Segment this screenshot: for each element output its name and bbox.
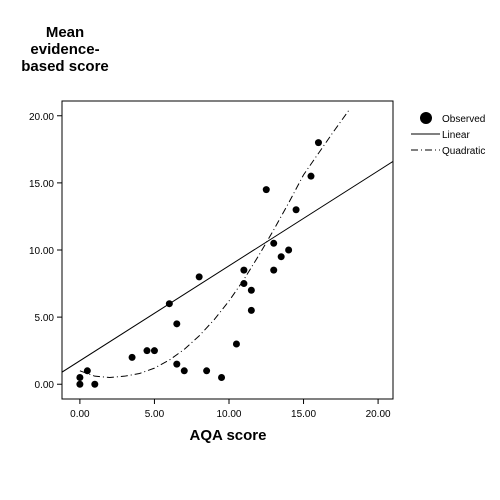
observed-point — [292, 206, 300, 214]
y-axis-label-line-2: evidence- — [30, 41, 99, 58]
y-tick-label: 10.00 — [29, 246, 54, 257]
observed-point — [314, 139, 322, 147]
observed-point — [262, 186, 270, 194]
observed-point — [180, 367, 188, 375]
x-tick-label: 10.00 — [216, 409, 241, 420]
x-tick-label: 15.00 — [291, 409, 316, 420]
observed-point — [173, 320, 181, 328]
observed-point — [150, 347, 158, 355]
observed-point — [240, 280, 248, 288]
observed-point — [247, 306, 255, 314]
quadratic-fit-line — [79, 108, 351, 379]
legend: Observed Linear Quadratic — [411, 112, 485, 157]
y-axis-label-line-1: Mean — [46, 24, 84, 41]
observed-point — [195, 273, 203, 281]
observed-point — [270, 239, 278, 247]
legend-observed-label: Observed — [442, 114, 485, 125]
x-tick-label: 5.00 — [145, 409, 165, 420]
observed-point — [76, 380, 84, 388]
legend-observed-marker — [420, 112, 432, 124]
observed-point — [247, 286, 255, 294]
legend-linear-label: Linear — [442, 130, 470, 141]
observed-point — [232, 340, 240, 348]
observed-point — [307, 172, 315, 180]
observed-point — [218, 374, 226, 382]
y-axis-label-line-3: based score — [21, 58, 109, 75]
axis-ticks: 0.00 5.00 10.00 15.00 20.00 0.00 5.00 10.00 15.0… — [29, 112, 391, 420]
observed-point — [173, 360, 181, 368]
y-tick-label: 15.00 — [29, 179, 54, 190]
observed-point — [83, 367, 91, 375]
observed-point — [203, 367, 211, 375]
observed-point — [165, 300, 173, 308]
observed-point — [76, 374, 84, 382]
fit-lines — [62, 108, 393, 379]
observed-point — [270, 266, 278, 274]
x-tick-label: 0.00 — [70, 409, 90, 420]
observed-point — [277, 253, 285, 261]
x-axis-label: AQA score — [190, 427, 267, 444]
y-tick-label: 20.00 — [29, 112, 54, 123]
y-tick-label: 5.00 — [35, 313, 55, 324]
observed-point — [285, 246, 293, 254]
observed-point — [143, 347, 151, 355]
legend-quadratic-label: Quadratic — [442, 146, 485, 157]
x-tick-label: 20.00 — [366, 409, 391, 420]
observed-point — [91, 380, 99, 388]
y-tick-label: 0.00 — [35, 380, 55, 391]
observed-point — [128, 353, 136, 361]
linear-fit-line — [62, 160, 393, 373]
observed-points — [76, 139, 322, 388]
observed-point — [240, 266, 248, 274]
